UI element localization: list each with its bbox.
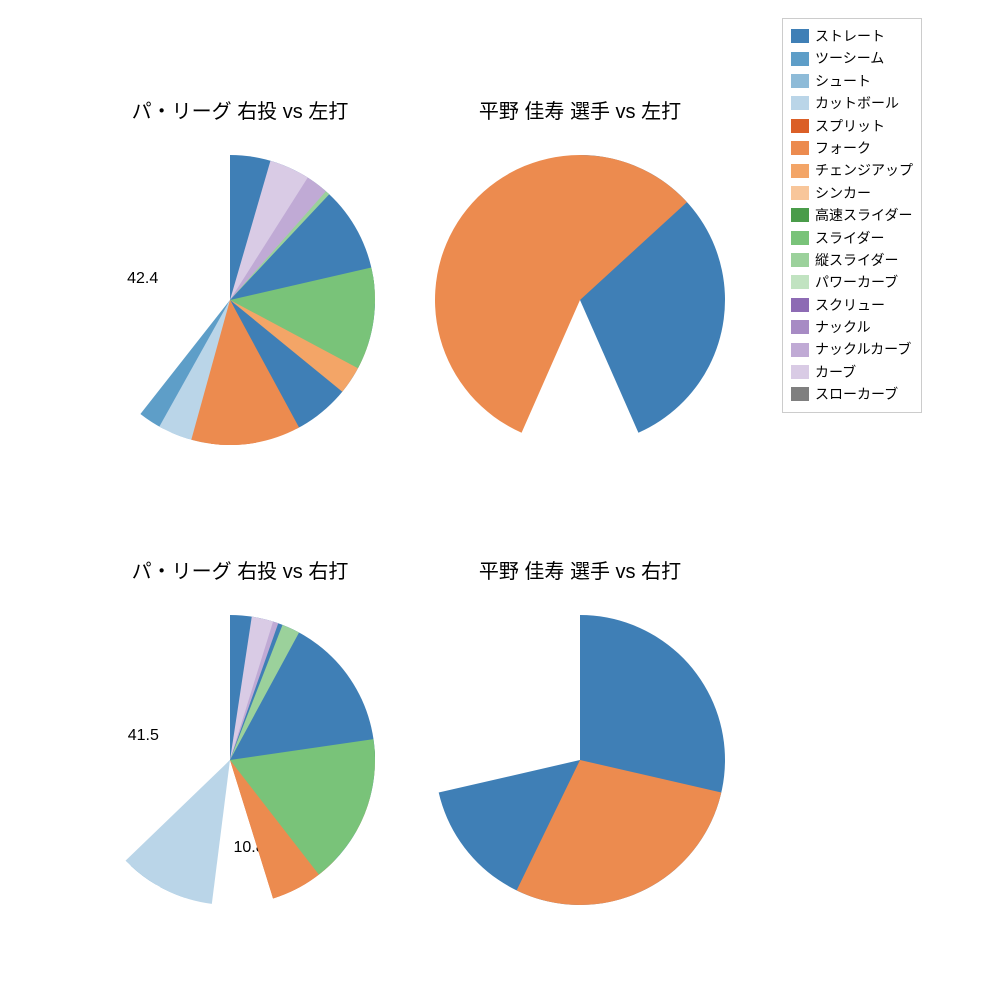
legend-label: パワーカーブ xyxy=(815,271,898,293)
chart-title: パ・リーグ 右投 vs 右打 xyxy=(90,555,390,584)
legend-label: ストレート xyxy=(815,25,885,47)
legend-item: パワーカーブ xyxy=(791,271,913,293)
legend-label: スプリット xyxy=(815,115,885,137)
legend-item: ツーシーム xyxy=(791,47,913,69)
legend-item: フォーク xyxy=(791,137,913,159)
legend-label: カットボール xyxy=(815,92,899,114)
legend-item: スローカーブ xyxy=(791,383,913,405)
legend-swatch xyxy=(791,387,809,401)
legend-swatch xyxy=(791,298,809,312)
legend-label: ナックル xyxy=(815,316,871,338)
legend-label: フォーク xyxy=(815,137,871,159)
legend-item: ナックルカーブ xyxy=(791,338,913,360)
legend-item: シンカー xyxy=(791,182,913,204)
legend-label: スローカーブ xyxy=(815,383,898,405)
legend-swatch xyxy=(791,343,809,357)
pie-chart xyxy=(433,153,727,447)
legend-item: シュート xyxy=(791,70,913,92)
pie-chart xyxy=(83,613,377,907)
legend-item: チェンジアップ xyxy=(791,159,913,181)
legend-item: カットボール xyxy=(791,92,913,114)
legend-label: 高速スライダー xyxy=(815,204,912,226)
chart-title: 平野 佳寿 選手 vs 左打 xyxy=(430,95,730,124)
legend-item: スプリット xyxy=(791,115,913,137)
legend-item: スライダー xyxy=(791,227,913,249)
pie-chart xyxy=(83,153,377,447)
legend-label: シンカー xyxy=(815,182,871,204)
legend-item: ナックル xyxy=(791,316,913,338)
legend-label: 縦スライダー xyxy=(815,249,898,271)
legend-item: 縦スライダー xyxy=(791,249,913,271)
legend-label: スクリュー xyxy=(815,294,885,316)
legend-swatch xyxy=(791,208,809,222)
legend-swatch xyxy=(791,186,809,200)
chart-title: パ・リーグ 右投 vs 左打 xyxy=(90,95,390,124)
legend-item: カーブ xyxy=(791,361,913,383)
legend-swatch xyxy=(791,119,809,133)
legend-swatch xyxy=(791,231,809,245)
legend-swatch xyxy=(791,74,809,88)
legend-label: ナックルカーブ xyxy=(815,338,911,360)
legend-swatch xyxy=(791,141,809,155)
pie-slice xyxy=(126,760,230,904)
legend-label: ツーシーム xyxy=(815,47,884,69)
chart-title: 平野 佳寿 選手 vs 右打 xyxy=(430,555,730,584)
legend-swatch xyxy=(791,365,809,379)
legend-swatch xyxy=(791,275,809,289)
legend-swatch xyxy=(791,29,809,43)
legend-swatch xyxy=(791,96,809,110)
legend-swatch xyxy=(791,253,809,267)
legend-label: チェンジアップ xyxy=(815,159,913,181)
legend-swatch xyxy=(791,320,809,334)
legend-label: スライダー xyxy=(815,227,884,249)
legend-swatch xyxy=(791,52,809,66)
legend-label: カーブ xyxy=(815,361,856,383)
legend-swatch xyxy=(791,164,809,178)
legend-item: スクリュー xyxy=(791,294,913,316)
legend-item: 高速スライダー xyxy=(791,204,913,226)
pie-chart xyxy=(433,613,727,907)
legend-item: ストレート xyxy=(791,25,913,47)
legend: ストレートツーシームシュートカットボールスプリットフォークチェンジアップシンカー… xyxy=(782,18,922,413)
legend-label: シュート xyxy=(815,70,871,92)
